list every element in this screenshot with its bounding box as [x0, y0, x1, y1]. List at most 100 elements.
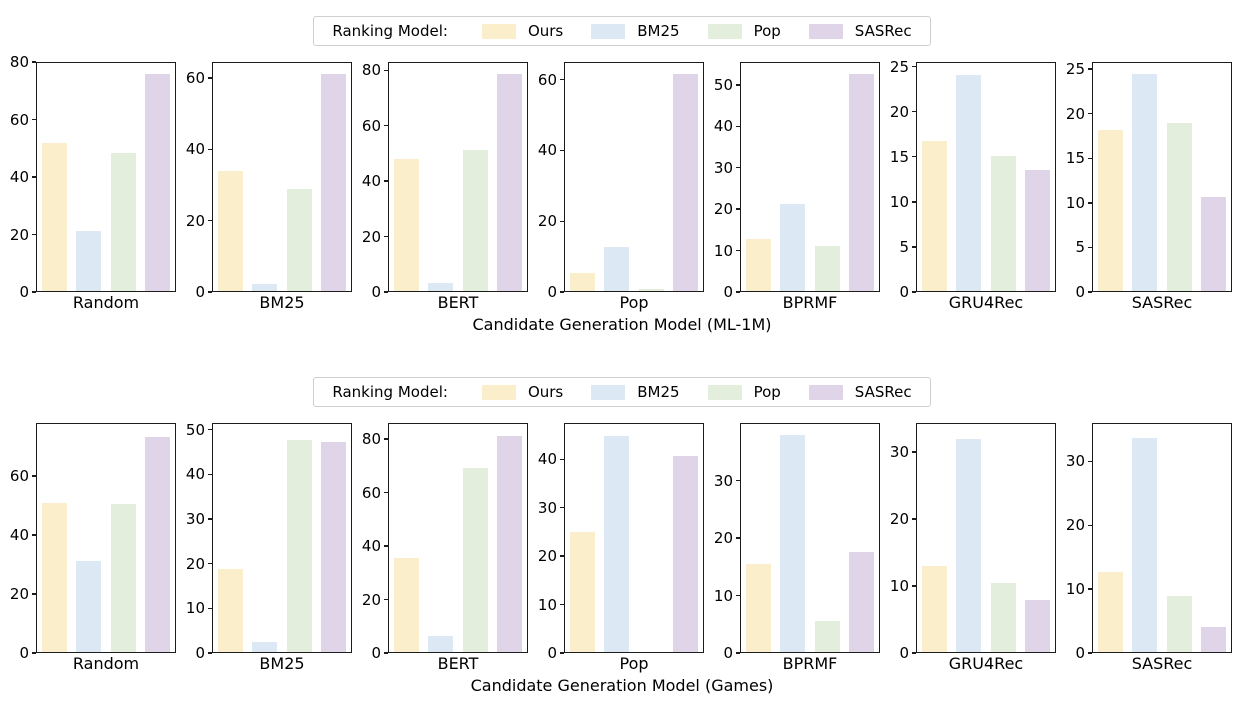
- plot-area: [388, 62, 528, 292]
- y-tick-label: 0: [547, 644, 557, 662]
- legend-title: Ranking Model:: [332, 22, 448, 40]
- legend-swatch-bm25: [591, 384, 626, 400]
- y-tick-label: 30: [185, 510, 205, 529]
- y-tick-label: 20: [185, 211, 205, 230]
- y-axis: 0 10 20 30 40 50: [704, 62, 740, 301]
- bar-pop: [1166, 123, 1192, 291]
- y-tick-label: 10: [1065, 580, 1085, 599]
- legend: Ranking Model: Ours BM25 Pop SASRec: [313, 377, 931, 407]
- y-tick-label: 0: [723, 644, 733, 662]
- y-tick-mark: [560, 555, 564, 557]
- bar-ours: [41, 142, 67, 291]
- y-tick-mark: [736, 537, 740, 539]
- subplot-pop: 0 10 20 30 40 Pop: [528, 423, 704, 675]
- legend-label: SASRec: [854, 383, 912, 401]
- y-tick-label: 30: [713, 471, 733, 490]
- plot-area: [564, 423, 704, 653]
- legend-swatch-pop: [707, 23, 742, 39]
- y-tick-mark: [560, 79, 564, 81]
- y-tick-mark: [912, 291, 916, 293]
- axes: 0 10 20 30 40: [528, 423, 704, 662]
- y-tick-mark: [32, 534, 36, 536]
- subplot-gru4rec: 0 5 10 15 20 25 GRU4Rec: [880, 58, 1056, 314]
- plot-area: [212, 62, 352, 292]
- bar-ours: [569, 273, 595, 291]
- bar-pop: [990, 582, 1016, 652]
- y-tick-mark: [560, 220, 564, 222]
- y-tick-mark: [384, 545, 388, 547]
- y-tick-mark: [384, 125, 388, 127]
- y-tick-mark: [560, 652, 564, 654]
- x-tick-label: SASRec: [1131, 293, 1193, 312]
- y-tick-mark: [208, 77, 212, 79]
- y-tick-label: 60: [537, 70, 557, 89]
- bar-pop: [110, 152, 136, 291]
- y-tick-mark: [32, 475, 36, 477]
- bar-ours: [1097, 130, 1123, 291]
- y-tick-label: 40: [537, 450, 557, 469]
- plot-area: [916, 423, 1056, 653]
- y-tick-mark: [32, 61, 36, 63]
- bar-sasrec: [145, 74, 171, 291]
- plot-area: [36, 62, 176, 292]
- y-tick-mark: [384, 235, 388, 238]
- subplots-row-ml1m: 0 20 40 60 80 Random 0 20 40 60 BM25 0 20 40 60 80 BERT 0…: [0, 53, 1244, 314]
- bar-pop: [462, 467, 488, 652]
- y-axis: 0 20 40 60: [176, 62, 212, 301]
- legend-item-pop: Pop: [707, 383, 781, 401]
- y-tick-label: 10: [713, 586, 733, 605]
- y-axis: 0 20 40 60: [0, 423, 36, 662]
- y-tick-label: 40: [713, 117, 733, 136]
- bar-bm25: [252, 283, 278, 291]
- y-tick-label: 20: [361, 227, 381, 246]
- legend-swatch-sasrec: [808, 384, 843, 400]
- y-tick-mark: [912, 156, 916, 158]
- bar-bm25: [604, 247, 630, 291]
- legend: Ranking Model: Ours BM25 Pop SASRec: [313, 16, 931, 46]
- y-tick-mark: [736, 652, 740, 654]
- axes: 0 10 20 30 40 50: [704, 62, 880, 301]
- bar-pop: [814, 620, 840, 652]
- y-tick-label: 20: [889, 509, 909, 528]
- legend-item-pop: Pop: [707, 22, 781, 40]
- y-tick-mark: [208, 429, 212, 431]
- y-tick-mark: [736, 291, 740, 293]
- legend-label: BM25: [637, 22, 680, 40]
- y-tick-label: 0: [371, 644, 381, 662]
- bar-pop: [286, 439, 312, 652]
- bar-bm25: [780, 435, 806, 652]
- bar-sasrec: [1201, 627, 1227, 652]
- figure-ml1m: Ranking Model: Ours BM25 Pop SASRec 0 20 40 60…: [0, 0, 1244, 334]
- y-tick-label: 10: [1065, 193, 1085, 212]
- y-tick-mark: [912, 110, 916, 113]
- y-tick-mark: [560, 458, 564, 461]
- subplot-pop: 0 20 40 60 Pop: [528, 62, 704, 314]
- y-tick-label: 0: [195, 283, 205, 301]
- y-tick-label: 20: [889, 102, 909, 121]
- legend-swatch-pop: [707, 384, 742, 400]
- y-tick-label: 60: [9, 110, 29, 129]
- y-axis: 0 10 20 30 40: [528, 423, 564, 662]
- y-axis: 0 20 40 60 80: [0, 53, 36, 301]
- bar-sasrec: [321, 441, 347, 652]
- y-tick-mark: [208, 473, 212, 476]
- axes: 0 5 10 15 20 25: [880, 58, 1056, 301]
- y-tick-label: 60: [185, 69, 205, 88]
- bar-ours: [217, 568, 243, 652]
- bar-pop: [462, 149, 488, 291]
- x-tick-label: BM25: [259, 654, 305, 673]
- y-tick-label: 20: [713, 200, 733, 219]
- plot-area: [916, 62, 1056, 292]
- y-tick-mark: [912, 451, 916, 453]
- bar-sasrec: [1025, 170, 1051, 291]
- y-tick-label: 40: [185, 465, 205, 484]
- subplot-bert: 0 20 40 60 80 BERT: [352, 423, 528, 675]
- y-tick-mark: [912, 518, 916, 520]
- y-tick-mark: [32, 118, 36, 121]
- y-tick-mark: [384, 180, 388, 182]
- x-tick-label: BPRMF: [782, 293, 838, 312]
- subplot-sasrec: 0 10 20 30 SASRec: [1056, 423, 1232, 675]
- y-tick-mark: [1088, 113, 1092, 115]
- y-tick-mark: [32, 652, 36, 654]
- y-tick-label: 20: [185, 554, 205, 573]
